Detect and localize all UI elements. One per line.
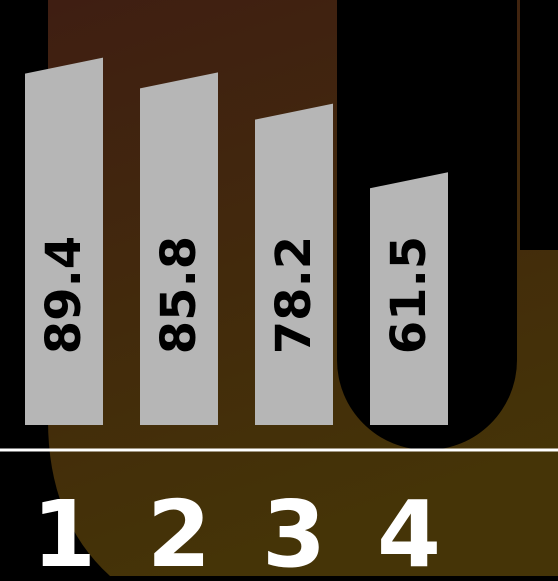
value-label: 89.4: [36, 236, 92, 354]
value-label: 78.2: [266, 236, 322, 354]
category-label: 1: [32, 481, 96, 576]
bars-group: 89.4 85.8 78.2 61.5: [25, 57, 448, 426]
category-label: 2: [147, 481, 211, 576]
category-label: 3: [262, 481, 326, 576]
category-label: 4: [377, 481, 441, 576]
value-label: 85.8: [151, 236, 207, 354]
bar-3: [255, 103, 333, 426]
bar-2: [140, 72, 218, 425]
value-label: 61.5: [381, 236, 437, 354]
bar-1: [25, 57, 103, 425]
bar-4: [370, 172, 448, 425]
